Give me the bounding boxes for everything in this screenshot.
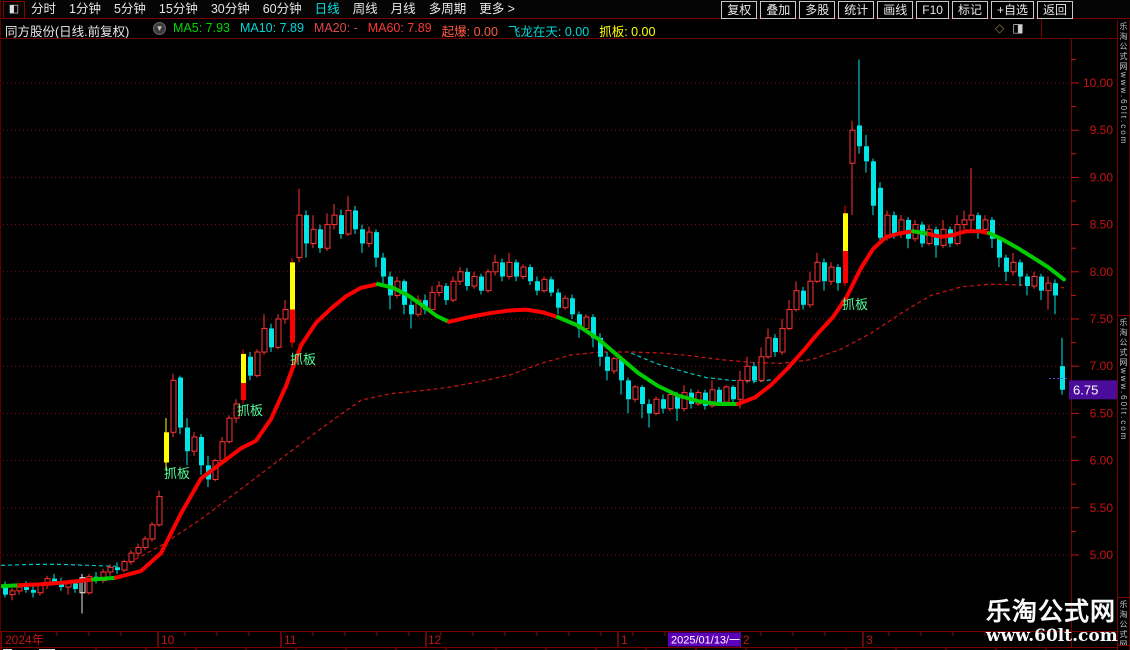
chevron-down-icon[interactable]: ▾	[153, 22, 166, 35]
period-tab-0[interactable]: 分时	[31, 2, 57, 16]
last-price-badge: 6.75	[1073, 382, 1098, 397]
zhuaban-mark-0: 抓板	[164, 466, 190, 481]
svg-text:9.00: 9.00	[1090, 170, 1114, 184]
panel-toggle-icon[interactable]: ◨	[1012, 21, 1024, 35]
indicator-header: 同方股份(日线.前复权) ▾ MA5: 7.93 MA10: 7.89 MA20: …	[1, 19, 1130, 40]
svg-text:7.00: 7.00	[1090, 359, 1114, 373]
strip-segment-0: 乐淘公式网www.60lt.com	[1118, 20, 1129, 316]
svg-text:7.50: 7.50	[1090, 312, 1114, 326]
indicator-3: MA60: 7.89	[367, 21, 432, 35]
svg-text:5.00: 5.00	[1090, 548, 1114, 562]
date-tick-2: 11	[284, 633, 297, 647]
indicator-6: 抓板: 0.00	[599, 25, 656, 39]
period-tab-2[interactable]: 5分钟	[113, 2, 146, 16]
toolbar-button-0[interactable]: 复权	[721, 1, 758, 19]
date-tick-1: 10	[161, 633, 175, 647]
period-tab-6[interactable]: 日线	[314, 2, 340, 16]
date-tick-4: 1	[621, 633, 628, 647]
toolbar-right-buttons: 复权 叠加 多股 统计 画线 F10 标记 +自选 返回	[721, 1, 1073, 19]
period-toolbar: ◧ 分时 1分钟 5分钟 15分钟 30分钟 60分钟 日线 周线 月线 多周期 更多 > 复权 叠加…	[1, 0, 1130, 19]
indicator-4: 起爆: 0.00	[441, 25, 498, 39]
toolbar-button-8[interactable]: 返回	[1036, 1, 1073, 19]
toolbar-button-4[interactable]: 画线	[877, 1, 914, 19]
stock-title: 同方股份(日线.前复权)	[5, 25, 130, 39]
strip-segment-1: 乐淘公式网www.60lt.com	[1118, 316, 1129, 598]
toolbar-button-7[interactable]: +自选	[990, 1, 1034, 19]
period-tab-3[interactable]: 15分钟	[158, 2, 198, 16]
indicator-5: 飞龙在天: 0.00	[507, 25, 590, 39]
period-tab-4[interactable]: 30分钟	[210, 2, 250, 16]
indicator-0: MA5: 7.93	[173, 21, 230, 35]
strip-segment-2: 乐淘公式网www.60lt.com	[1118, 598, 1129, 646]
period-tab-5[interactable]: 60分钟	[262, 2, 302, 16]
toolbar-button-1[interactable]: 叠加	[760, 1, 797, 19]
toolbar-button-3[interactable]: 统计	[838, 1, 875, 19]
watermark-url: www.60lt.com	[986, 626, 1118, 646]
period-tab-1[interactable]: 1分钟	[69, 2, 101, 16]
svg-text:10.00: 10.00	[1083, 76, 1113, 90]
indicator-values: MA5: 7.93 MA10: 7.89 MA20: - MA60: 7.89 起爆: …	[173, 21, 655, 40]
diamond-icon[interactable]: ◇	[995, 21, 1005, 35]
period-tab-10[interactable]: 更多 >	[479, 2, 515, 16]
period-tab-8[interactable]: 月线	[390, 2, 416, 16]
zhuaban-mark-3: 抓板	[842, 297, 868, 312]
toolbar-button-5[interactable]: F10	[916, 1, 949, 19]
strip-vertical-text: 乐淘公式网www.60lt.com	[1118, 600, 1129, 645]
date-tick-0: 2024年	[5, 633, 44, 647]
date-tick-6: 3	[866, 633, 873, 647]
svg-text:9.50: 9.50	[1090, 123, 1114, 137]
zhuaban-mark-1: 抓板	[237, 403, 263, 418]
toolbar-button-2[interactable]: 多股	[799, 1, 836, 19]
svg-text:8.00: 8.00	[1090, 265, 1114, 279]
kline-chart[interactable]: 10.00 9.50 9.00 8.50 8.00 7.50 7.00 6.50 6.00 5.5…	[1, 38, 1130, 650]
period-menu: 分时 1分钟 5分钟 15分钟 30分钟 60分钟 日线 周线 月线 多周期 更多 >	[31, 0, 515, 19]
zhuaban-mark-2: 抓板	[290, 352, 316, 367]
svg-text:6.50: 6.50	[1090, 406, 1114, 420]
strip-vertical-text: 乐淘公式网www.60lt.com	[1119, 22, 1128, 146]
window-panel-icon[interactable]: ◧	[3, 1, 25, 19]
toolbar-button-6[interactable]: 标记	[951, 1, 988, 19]
date-tick-3: 12	[428, 633, 442, 647]
watermark: 乐淘公式网 www.60lt.com	[986, 597, 1118, 646]
svg-text:8.50: 8.50	[1090, 218, 1114, 232]
svg-text:6.00: 6.00	[1090, 454, 1114, 468]
indicator-1: MA10: 7.89	[239, 21, 304, 35]
period-tab-9[interactable]: 多周期	[428, 2, 467, 16]
svg-text:5.50: 5.50	[1090, 501, 1114, 515]
crosshair-date-box: 2025/01/13/一	[671, 635, 740, 647]
strip-vertical-text: 乐淘公式网www.60lt.com	[1119, 318, 1128, 442]
indicator-2: MA20: -	[313, 21, 358, 35]
date-tick-5: 2	[743, 633, 750, 647]
watermark-site-name: 乐淘公式网	[986, 597, 1117, 626]
right-vertical-strip: 乐淘公式网www.60lt.com 乐淘公式网www.60lt.com 乐淘公式网w…	[1117, 20, 1130, 650]
header-divider	[1041, 19, 1042, 38]
period-tab-7[interactable]: 周线	[352, 2, 378, 16]
